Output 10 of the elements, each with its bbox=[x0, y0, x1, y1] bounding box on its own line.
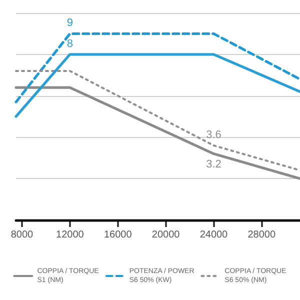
x-tick-label: 24000 bbox=[200, 230, 228, 240]
x-tick-label: 12000 bbox=[56, 230, 84, 240]
data-label: 8 bbox=[66, 38, 73, 50]
data-label: 3.2 bbox=[206, 158, 222, 170]
x-tick-label: 28000 bbox=[248, 230, 276, 240]
data-label: 3.6 bbox=[206, 128, 222, 141]
x-tick-label: 20000 bbox=[152, 230, 180, 240]
x-tick-label: 8000 bbox=[10, 230, 34, 240]
x-tick-label: 16000 bbox=[104, 230, 132, 240]
data-label: 9 bbox=[66, 17, 73, 30]
